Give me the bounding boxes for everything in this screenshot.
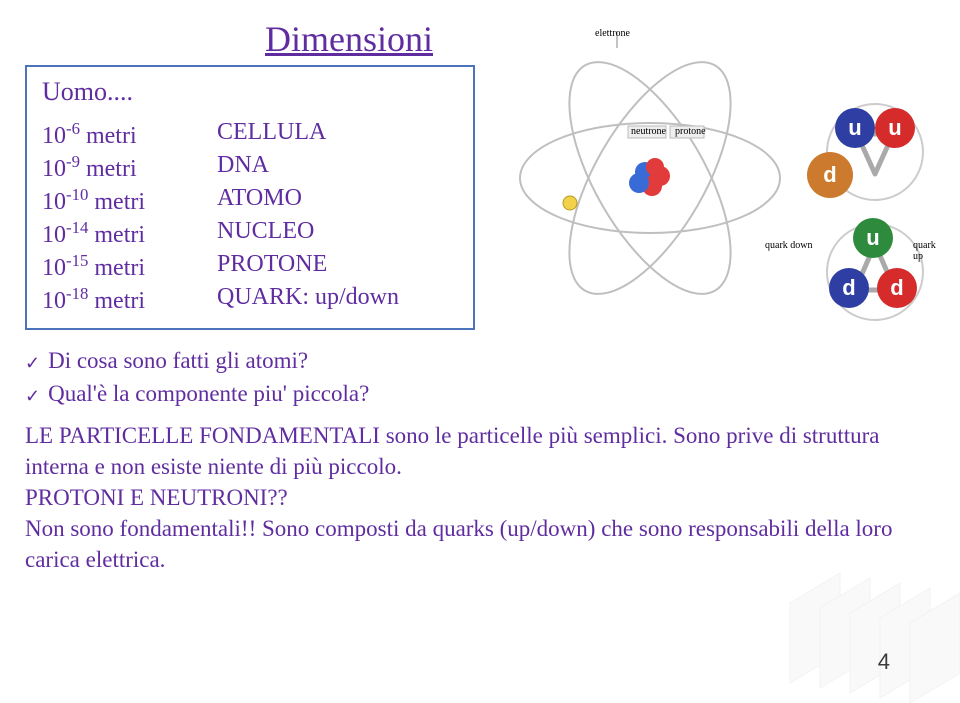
body-paragraphs: LE PARTICELLE FONDAMENTALI sono le parti… [25, 420, 915, 575]
dim-row-left: 10-14 metri [42, 218, 217, 249]
para-protons-neutrons: PROTONI E NEUTRONI?? [25, 485, 288, 510]
bullet-item: ✓ Qual'è la componente piu' piccola? [25, 381, 369, 411]
bullet-item: ✓ Di cosa sono fatti gli atomi? [25, 348, 369, 378]
quark-down-label: quark down [765, 240, 813, 251]
atom-diagram: elettrone neutrone protone [505, 28, 795, 308]
protone-label: protone [675, 126, 706, 137]
check-icon: ✓ [25, 348, 40, 378]
dim-row-right: CELLULA [217, 119, 458, 150]
quark-d-icon: d [807, 152, 853, 198]
neutrone-label: neutrone [631, 126, 666, 137]
dim-row-left: 10-10 metri [42, 185, 217, 216]
quark-d-icon: d [829, 268, 869, 308]
dim-row-right: DNA [217, 152, 458, 183]
bullet-text: Di cosa sono fatti gli atomi? [48, 348, 308, 374]
quark-u-icon: u [875, 108, 915, 148]
dim-row-left: 10-18 metri [42, 284, 217, 315]
check-icon: ✓ [25, 381, 40, 411]
quark-d-icon: d [877, 268, 917, 308]
dim-row-right: ATOMO [217, 185, 458, 216]
dimensions-box: Uomo.... 10-6 metri CELLULA 10-9 metri D… [25, 65, 475, 330]
dim-row-right: PROTONE [217, 251, 458, 282]
dim-row-right: QUARK: up/down [217, 284, 458, 315]
dim-row-left: 10-15 metri [42, 251, 217, 282]
elettrone-label: elettrone [595, 28, 630, 39]
para-not-fundamental: Non sono fondamentali! [25, 516, 249, 541]
dim-row-left: 10-9 metri [42, 152, 217, 183]
quark-u-icon: u [853, 218, 893, 258]
uomo-label: Uomo.... [42, 77, 458, 107]
page-title: Dimensioni [265, 18, 433, 60]
questions-list: ✓ Di cosa sono fatti gli atomi? ✓ Qual'è… [25, 345, 369, 414]
quark-diagram: u u d u d d quark down quark up [815, 100, 945, 330]
detector-planes-icon [780, 553, 960, 703]
para-fundamental: LE PARTICELLE FONDAMENTALI sono le parti… [25, 423, 673, 448]
quark-u-icon: u [835, 108, 875, 148]
dim-row-left: 10-6 metri [42, 119, 217, 150]
dimensions-table: 10-6 metri CELLULA 10-9 metri DNA 10-10 … [42, 119, 458, 315]
bullet-text: Qual'è la componente piu' piccola? [48, 381, 369, 407]
quark-up-label: quark up [913, 240, 945, 262]
dim-row-right: NUCLEO [217, 218, 458, 249]
